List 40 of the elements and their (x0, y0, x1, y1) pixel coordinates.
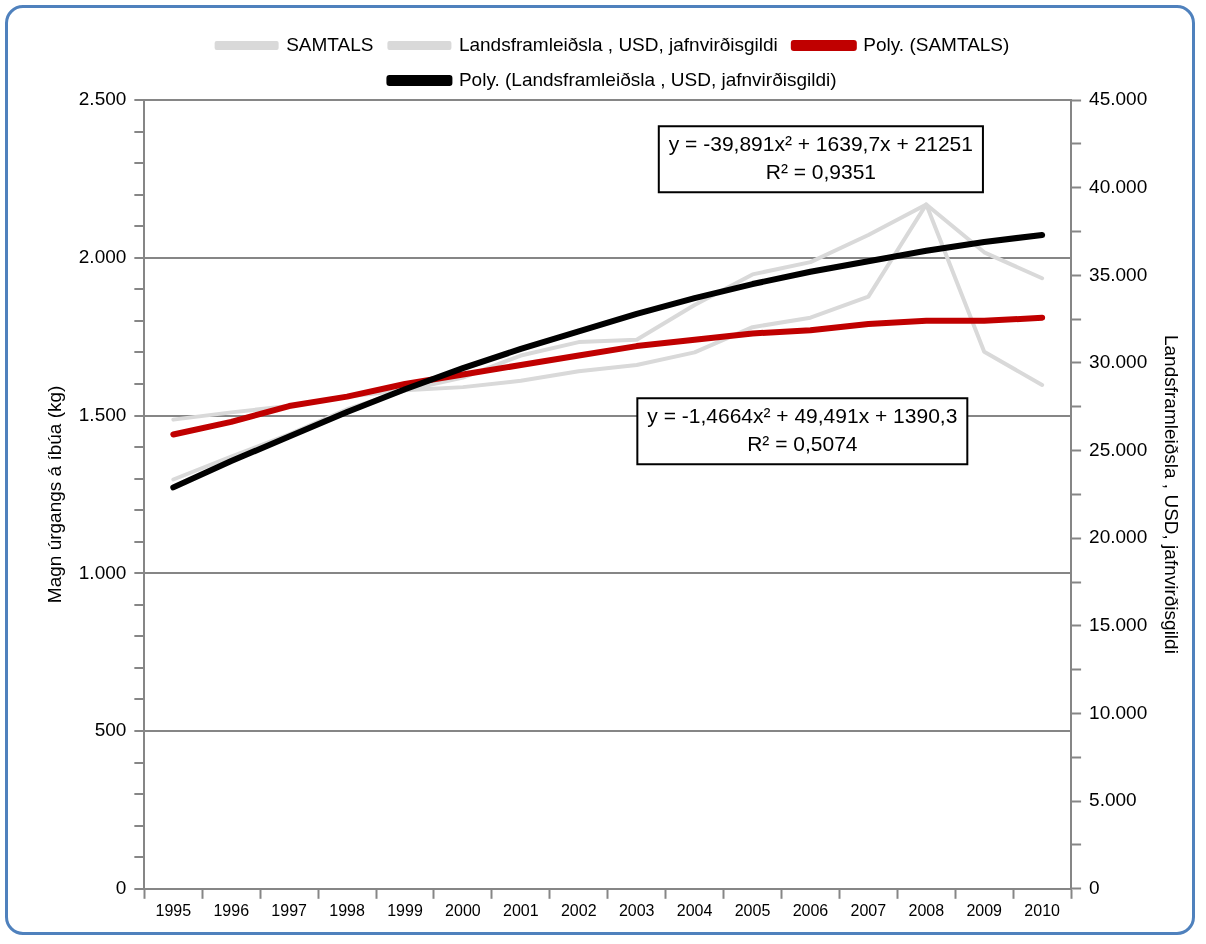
legend-label: Poly. (Landsframleiðsla , USD, jafnvirðisgildi) (458, 68, 837, 90)
legend-label: SAMTALS (286, 33, 374, 55)
y-tick-label: 2.000 (78, 245, 127, 267)
x-tick-label: 1995 (155, 901, 192, 919)
y2-tick-label: 35.000 (1089, 263, 1148, 285)
x-tick-label: 2009 (966, 901, 1003, 919)
y-axis-title: Magn úrgangs á íbúa (kg) (43, 385, 65, 604)
x-tick-label: 2005 (734, 901, 771, 919)
y2-tick-label: 45.000 (1089, 88, 1148, 110)
x-tick-label: 2002 (560, 901, 597, 919)
x-tick-label: 1999 (387, 901, 423, 919)
y-tick-label: 1.000 (78, 561, 127, 583)
x-tick-label: 2008 (908, 901, 945, 919)
x-tick-label: 2003 (618, 901, 655, 919)
x-tick-label: 2010 (1024, 901, 1061, 919)
y2-tick-label: 5.000 (1089, 789, 1137, 811)
x-tick-label: 1997 (271, 901, 308, 919)
annotation: y = -39,891x² + 1639,7x + 21251 R² = 0,9351 (668, 131, 973, 183)
y2-tick-label: 10.000 (1089, 701, 1148, 723)
y2-tick-label: 25.000 (1089, 438, 1148, 460)
y-tick-label: 500 (94, 719, 127, 741)
y-tick-label: 2.500 (78, 88, 127, 110)
x-tick-label: 2001 (503, 901, 539, 919)
y2-tick-label: 20.000 (1089, 526, 1148, 548)
y2-tick-label: 15.000 (1089, 614, 1148, 636)
legend-label: Poly. (SAMTALS) (863, 33, 1010, 55)
annotation: y = -1,4664x² + 49,491x + 1390,3 R² = 0,5074 (647, 404, 958, 456)
x-tick-label: 2004 (676, 901, 713, 919)
x-tick-label: 1998 (329, 901, 365, 919)
x-tick-label: 2006 (792, 901, 829, 919)
y2-axis-title: Landsframleiðsla , USD, jafnvirðisgildi (1161, 334, 1183, 654)
y2-tick-label: 40.000 (1089, 175, 1148, 197)
x-tick-label: 2000 (445, 901, 481, 919)
y2-tick-label: 0 (1089, 877, 1100, 899)
y-tick-label: 0 (115, 877, 127, 899)
y-tick-label: 1.500 (78, 403, 127, 425)
x-tick-label: 1996 (213, 901, 250, 919)
x-tick-label: 2007 (850, 901, 887, 919)
y2-tick-label: 30.000 (1089, 351, 1148, 373)
legend-label: Landsframleiðsla , USD, jafnvirðisgildi (458, 33, 778, 55)
